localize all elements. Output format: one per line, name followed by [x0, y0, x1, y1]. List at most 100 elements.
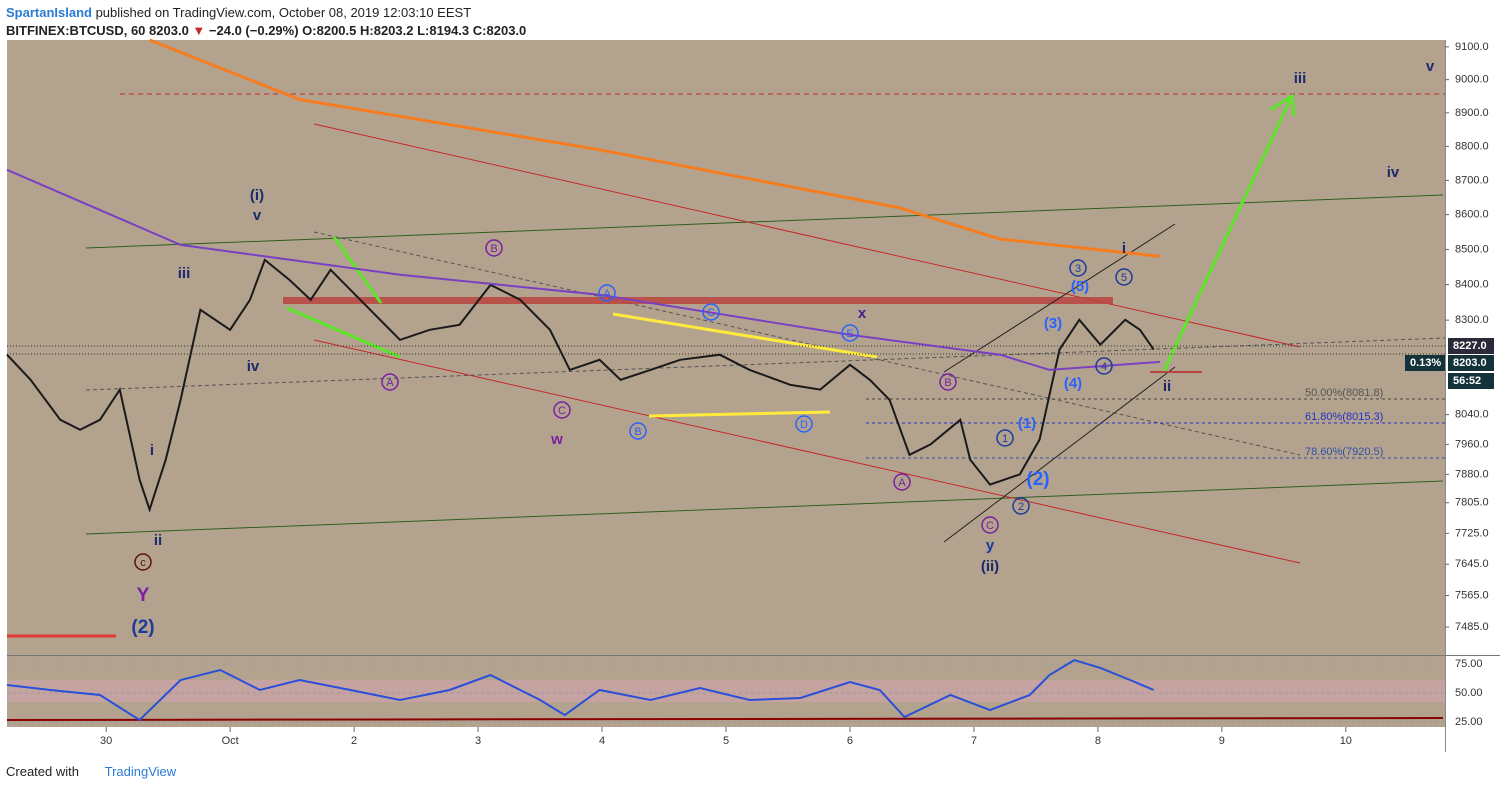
- published: published on TradingView.com, October 08…: [91, 5, 472, 20]
- wave-circle: [702, 303, 720, 321]
- wave-label: (1): [1018, 415, 1036, 432]
- wave-label: C: [558, 405, 566, 417]
- x-tick-label: Oct: [222, 735, 239, 747]
- wave-circle: [598, 284, 616, 302]
- price-tag-label: 0.13%: [1410, 357, 1441, 369]
- wave-label: 2: [1018, 501, 1024, 513]
- y-tick-label: 8040.0: [1455, 409, 1489, 421]
- wave-circle: [1012, 497, 1030, 515]
- wave-label: ii: [154, 532, 162, 549]
- price-tag: [1448, 355, 1494, 371]
- wave-label: iv: [1387, 164, 1400, 181]
- wave-label: ii: [1163, 378, 1171, 395]
- wave-circle: [134, 553, 152, 571]
- y-tick-label: 7880.0: [1455, 468, 1489, 480]
- symbol: BITFINEX:BTCUSD, 60: [6, 23, 146, 38]
- wave-label: C: [986, 520, 994, 532]
- wave-label: Y: [137, 585, 150, 606]
- x-tick-label: 4: [599, 735, 605, 747]
- y-tick-label: 7645.0: [1455, 558, 1489, 570]
- series-line: [6, 258, 1155, 513]
- wave-circle: [629, 422, 647, 440]
- fib-label: 50.00%(8081.8): [1305, 387, 1383, 399]
- series-line: [149, 38, 1161, 258]
- wave-label: i: [1122, 240, 1126, 257]
- rsi-tick-label: 50.00: [1455, 687, 1483, 699]
- y-tick-label: 9000.0: [1455, 74, 1489, 86]
- price-tag: [1405, 355, 1445, 371]
- price-tag-label: 56:52: [1453, 375, 1481, 387]
- wave-label: x: [858, 305, 867, 322]
- change: −24.0 (−0.29%): [208, 23, 299, 38]
- y-tick-label: 8500.0: [1455, 243, 1489, 255]
- wave-label: (ii): [981, 558, 999, 575]
- wave-circle: [939, 373, 957, 391]
- wave-label: A: [386, 377, 394, 389]
- y-tick-label: 8600.0: [1455, 209, 1489, 221]
- price-tag-label: 8203.0: [1453, 357, 1487, 369]
- x-tick-label: 2: [351, 735, 357, 747]
- wave-label: w: [550, 431, 563, 448]
- chart: 9100.0 9000.0 8900.0 8800.0 8700.0 8600.0 8500…: [6, 38, 1500, 752]
- wave-circle: [795, 415, 813, 433]
- y-tick-label: 8300.0: [1455, 314, 1489, 326]
- last: 8203.0: [149, 23, 189, 38]
- author[interactable]: SpartanIsland: [6, 5, 92, 20]
- y-tick-label: 8700.0: [1455, 174, 1489, 186]
- wave-label: D: [800, 419, 808, 431]
- open: O:8200.5: [302, 23, 357, 38]
- created: Created with: [6, 764, 79, 779]
- drawings: [6, 93, 1446, 721]
- y-tick-label: 8800.0: [1455, 140, 1489, 152]
- header: SpartanIsland published on TradingView.c…: [6, 4, 526, 40]
- fib-label: 78.60%(7920.5): [1305, 446, 1383, 458]
- series-line: [6, 659, 1155, 722]
- wave-label: C: [707, 307, 715, 319]
- wave-circle: [1069, 259, 1087, 277]
- plot-bg: [7, 40, 1445, 655]
- wave-label: iii: [1294, 70, 1307, 87]
- series-line: [6, 168, 1160, 371]
- wave-circle: [1095, 357, 1113, 375]
- wave-label: (2): [131, 617, 154, 638]
- rsi-tick-label: 75.00: [1455, 658, 1483, 670]
- wave-label: 1: [1002, 433, 1008, 445]
- wave-circle: [893, 473, 911, 491]
- wave-circle: [553, 401, 571, 419]
- price-tag-label: 8227.0: [1453, 340, 1487, 352]
- y-tick-label: 8400.0: [1455, 278, 1489, 290]
- x-tick-label: 7: [971, 735, 977, 747]
- rsi-tick-label: 25.00: [1455, 716, 1483, 728]
- wave-label: A: [603, 288, 611, 300]
- fib-label: 61.80%(8015.3): [1305, 411, 1383, 423]
- wave-circle: [841, 324, 859, 342]
- wave-circle: [381, 373, 399, 391]
- arrow: ▼: [192, 23, 206, 38]
- wave-circle: [981, 516, 999, 534]
- y-tick-label: 7485.0: [1455, 621, 1489, 633]
- wave-label: v: [1426, 58, 1435, 75]
- wave-label: (4): [1064, 375, 1082, 392]
- wave-label: (3): [1044, 315, 1062, 332]
- close: C:8203.0: [472, 23, 527, 38]
- wave-label: (2): [1026, 469, 1049, 490]
- x-tick-label: 3: [475, 735, 481, 747]
- rsi-band: [7, 680, 1445, 702]
- wave-label: 5: [1121, 272, 1127, 284]
- x-tick-label: 9: [1219, 735, 1225, 747]
- wave-label: B: [944, 377, 951, 389]
- wave-label: E: [846, 328, 853, 340]
- footer: Created with TradingView: [6, 764, 176, 779]
- wave-circle: [1115, 268, 1133, 286]
- wave-label: 4: [1101, 361, 1107, 373]
- wave-label: B: [490, 243, 497, 255]
- wave-circle: [996, 429, 1014, 447]
- wave-label: (5): [1071, 278, 1089, 295]
- x-tick-label: 8: [1095, 735, 1101, 747]
- x-tick-label: 5: [723, 735, 729, 747]
- x-tick-label: 30: [100, 735, 112, 747]
- brand[interactable]: TradingView: [104, 764, 177, 779]
- price-tag: [1448, 373, 1494, 389]
- wave-label: c: [140, 557, 146, 569]
- wave-label: iv: [247, 358, 260, 375]
